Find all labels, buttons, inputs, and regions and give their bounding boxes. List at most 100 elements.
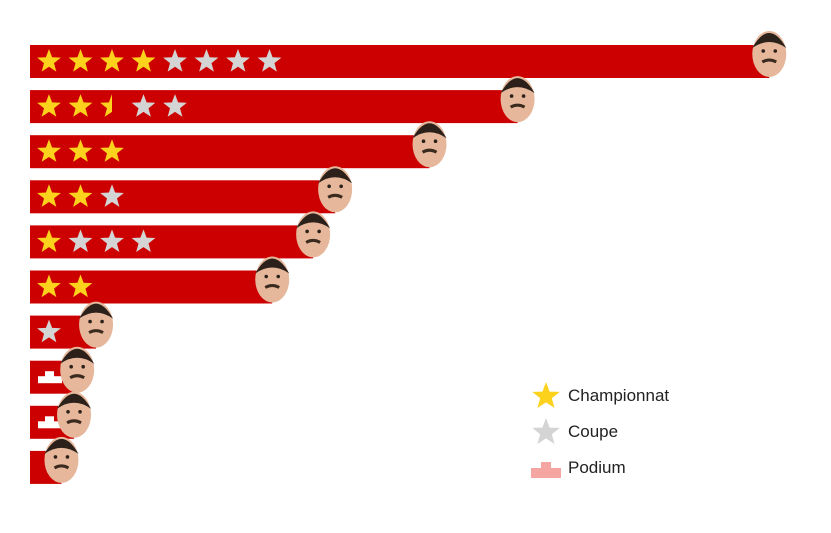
- face-hair: [255, 258, 290, 274]
- bar-row-4: [30, 166, 353, 214]
- face-avatar: [255, 256, 290, 303]
- coupe-star: [257, 49, 282, 72]
- bar-row-3: [30, 121, 447, 169]
- championnat-star: [37, 94, 61, 117]
- championnat-star: [100, 49, 124, 72]
- coupe-star: [68, 229, 93, 253]
- face-eye: [100, 319, 104, 324]
- face-eye: [66, 410, 70, 414]
- face-eye: [521, 94, 526, 98]
- podium-marker: [38, 416, 62, 429]
- face-eye: [773, 49, 778, 53]
- bar: [30, 225, 314, 259]
- face-hair: [44, 438, 79, 454]
- face-eye: [65, 455, 70, 459]
- coupe-star: [163, 94, 187, 117]
- coupe-star: [100, 184, 124, 207]
- face-eye: [421, 139, 426, 143]
- face-eye: [276, 274, 281, 279]
- bar: [30, 135, 430, 169]
- podium-icon: [531, 462, 561, 478]
- face-hair: [60, 348, 95, 364]
- face-mustache: [264, 284, 280, 289]
- face-hair: [296, 213, 331, 229]
- championnat-star: [37, 229, 61, 253]
- face-eye: [264, 274, 269, 279]
- face-avatar: [44, 436, 79, 483]
- championnat-star: [37, 49, 61, 72]
- face-mustache: [53, 464, 70, 470]
- legend-item-championnat: Championnat: [530, 378, 669, 414]
- face-eye: [339, 184, 343, 189]
- face-eye: [88, 319, 92, 324]
- championnat-star: [37, 274, 61, 298]
- face-eye: [509, 94, 514, 98]
- championnat-star: [37, 184, 61, 207]
- face-avatar: [57, 391, 92, 438]
- bar: [30, 90, 518, 124]
- face-avatar: [60, 346, 95, 393]
- face-hair: [79, 303, 114, 319]
- coupe-star: [37, 319, 61, 343]
- face-eye: [761, 49, 766, 53]
- face-mustache: [305, 238, 321, 244]
- face-avatar: [752, 31, 787, 77]
- face-hair: [412, 123, 447, 139]
- face-mustache: [327, 193, 343, 199]
- face-avatar: [79, 301, 114, 348]
- bar-row-8: [30, 346, 95, 394]
- face-mustache: [509, 103, 526, 109]
- face-mustache: [88, 329, 104, 334]
- coupe-star: [226, 49, 250, 72]
- championnat-star: [131, 49, 156, 72]
- legend: Championnat Coupe Podium: [530, 378, 669, 486]
- bar: [30, 45, 770, 78]
- championnat-star: [68, 94, 93, 117]
- face-mustache: [69, 374, 85, 380]
- bar-row-10: [30, 436, 79, 484]
- face-hair: [752, 33, 787, 48]
- championnat-star: [68, 274, 93, 298]
- face-eye: [317, 229, 321, 234]
- star-icon: [532, 418, 560, 444]
- face-hair: [318, 168, 353, 184]
- podium-marker: [38, 371, 62, 384]
- bar-row-2: [30, 76, 535, 124]
- bar-row-7: [30, 301, 114, 349]
- bar-row-5: [30, 211, 331, 259]
- bar-row-1: [30, 31, 787, 78]
- face-eye: [53, 455, 58, 459]
- star-icon: [532, 382, 560, 408]
- face-mustache: [761, 58, 778, 64]
- bar-row-9: [30, 391, 92, 439]
- face-avatar: [318, 166, 353, 213]
- legend-championnat-star: [532, 382, 560, 408]
- coupe-star: [100, 229, 124, 253]
- legend-item-podium: Podium: [530, 450, 669, 486]
- legend-item-coupe: Coupe: [530, 414, 669, 450]
- coupe-star: [131, 94, 156, 117]
- face-eye: [327, 184, 331, 189]
- legend-label-championnat: Championnat: [568, 386, 670, 405]
- coupe-star: [131, 229, 156, 253]
- face-eye: [78, 410, 82, 414]
- championnat-star: [37, 139, 61, 162]
- face-eye: [69, 364, 73, 369]
- face-avatar: [296, 211, 331, 258]
- face-avatar: [500, 76, 535, 123]
- coupe-star: [194, 49, 219, 72]
- bar: [30, 270, 273, 304]
- face-mustache: [421, 148, 438, 154]
- championnat-star: [68, 184, 93, 207]
- coupe-star: [163, 49, 187, 72]
- bar-row-6: [30, 256, 290, 304]
- championnat-star: [68, 139, 93, 162]
- face-hair: [500, 78, 535, 94]
- legend-coupe-star: [532, 418, 560, 444]
- face-avatar: [412, 121, 447, 168]
- championnat-half-star: [100, 94, 112, 117]
- face-eye: [81, 364, 85, 369]
- face-hair: [57, 393, 92, 409]
- face-eye: [433, 139, 438, 143]
